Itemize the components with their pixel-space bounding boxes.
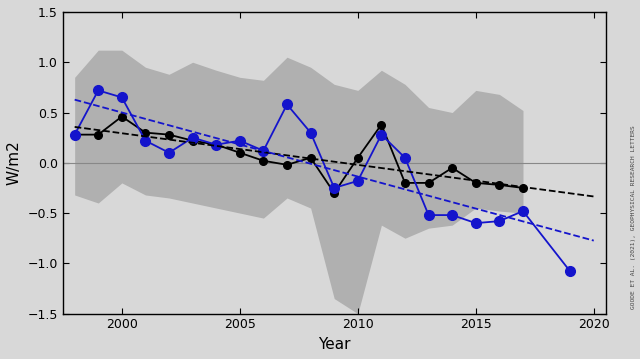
Text: GOODE ET AL. (2021), GEOPHYSICAL RESEARCH LETTERS: GOODE ET AL. (2021), GEOPHYSICAL RESEARC… [630,126,636,309]
X-axis label: Year: Year [318,337,351,352]
Y-axis label: W/m2: W/m2 [7,140,22,185]
